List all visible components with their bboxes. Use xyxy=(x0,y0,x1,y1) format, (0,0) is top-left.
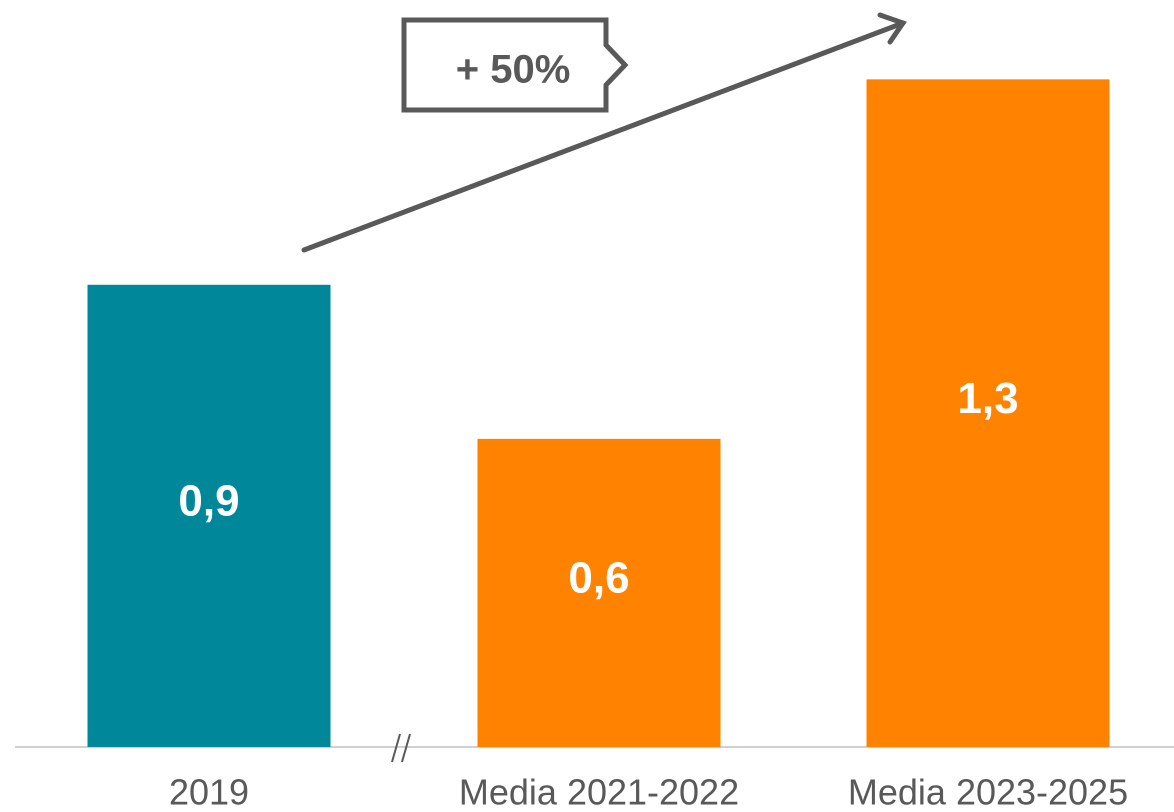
x-tick-label: Media 2023-2025 xyxy=(848,772,1128,812)
value-label: 1,3 xyxy=(957,374,1018,423)
growth-arrow xyxy=(301,12,907,253)
value-label: 0,6 xyxy=(568,554,629,603)
axis-break xyxy=(391,733,411,763)
value-label: 0,9 xyxy=(178,477,239,526)
annotation-box xyxy=(401,17,629,113)
bar xyxy=(87,284,331,747)
x-tick-label: Media 2021-2022 xyxy=(459,772,739,812)
bar xyxy=(477,438,721,747)
annotation: + 50% xyxy=(456,48,571,92)
bar xyxy=(866,79,1110,748)
x-tick-label: 2019 xyxy=(169,772,249,812)
